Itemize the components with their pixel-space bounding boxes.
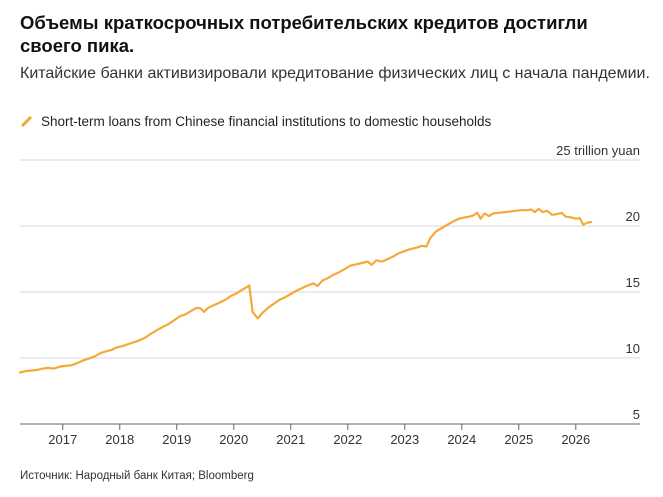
y-axis-ticks: 5 10 15 20 [626, 209, 640, 422]
y-tick-label: 20 [626, 209, 640, 224]
x-tick-label: 2026 [561, 432, 590, 447]
chart-legend: Short-term loans from Chinese financial … [20, 114, 491, 129]
x-tick-label: 2021 [276, 432, 305, 447]
x-tick-label: 2023 [390, 432, 419, 447]
source-note: Источник: Народный банк Китая; Bloomberg [20, 470, 254, 482]
series-line [18, 207, 593, 374]
x-tick-label: 2017 [48, 432, 77, 447]
x-tick-label: 2022 [333, 432, 362, 447]
y-tick-label: 5 [633, 407, 640, 422]
x-tick-label: 2020 [219, 432, 248, 447]
grid-lines [20, 159, 640, 425]
series-group [18, 207, 593, 374]
x-tick-label: 2024 [447, 432, 476, 447]
legend-label: Short-term loans from Chinese financial … [41, 114, 492, 129]
chart-title: Объемы краткосрочных потребительских кре… [20, 12, 588, 56]
x-tick-label: 2025 [504, 432, 533, 447]
x-tick-label: 2018 [105, 432, 134, 447]
y-tick-label: 10 [626, 341, 640, 356]
x-axis: 2017 2018 2019 2020 2021 2022 2023 2024 2025 2026 [20, 423, 640, 447]
y-tick-label: 15 [626, 275, 640, 290]
y-unit-label: 25 trillion yuan [556, 143, 640, 158]
chart-subtitle: Китайские банки активизировали кредитова… [20, 65, 650, 82]
x-tick-label: 2019 [162, 432, 191, 447]
